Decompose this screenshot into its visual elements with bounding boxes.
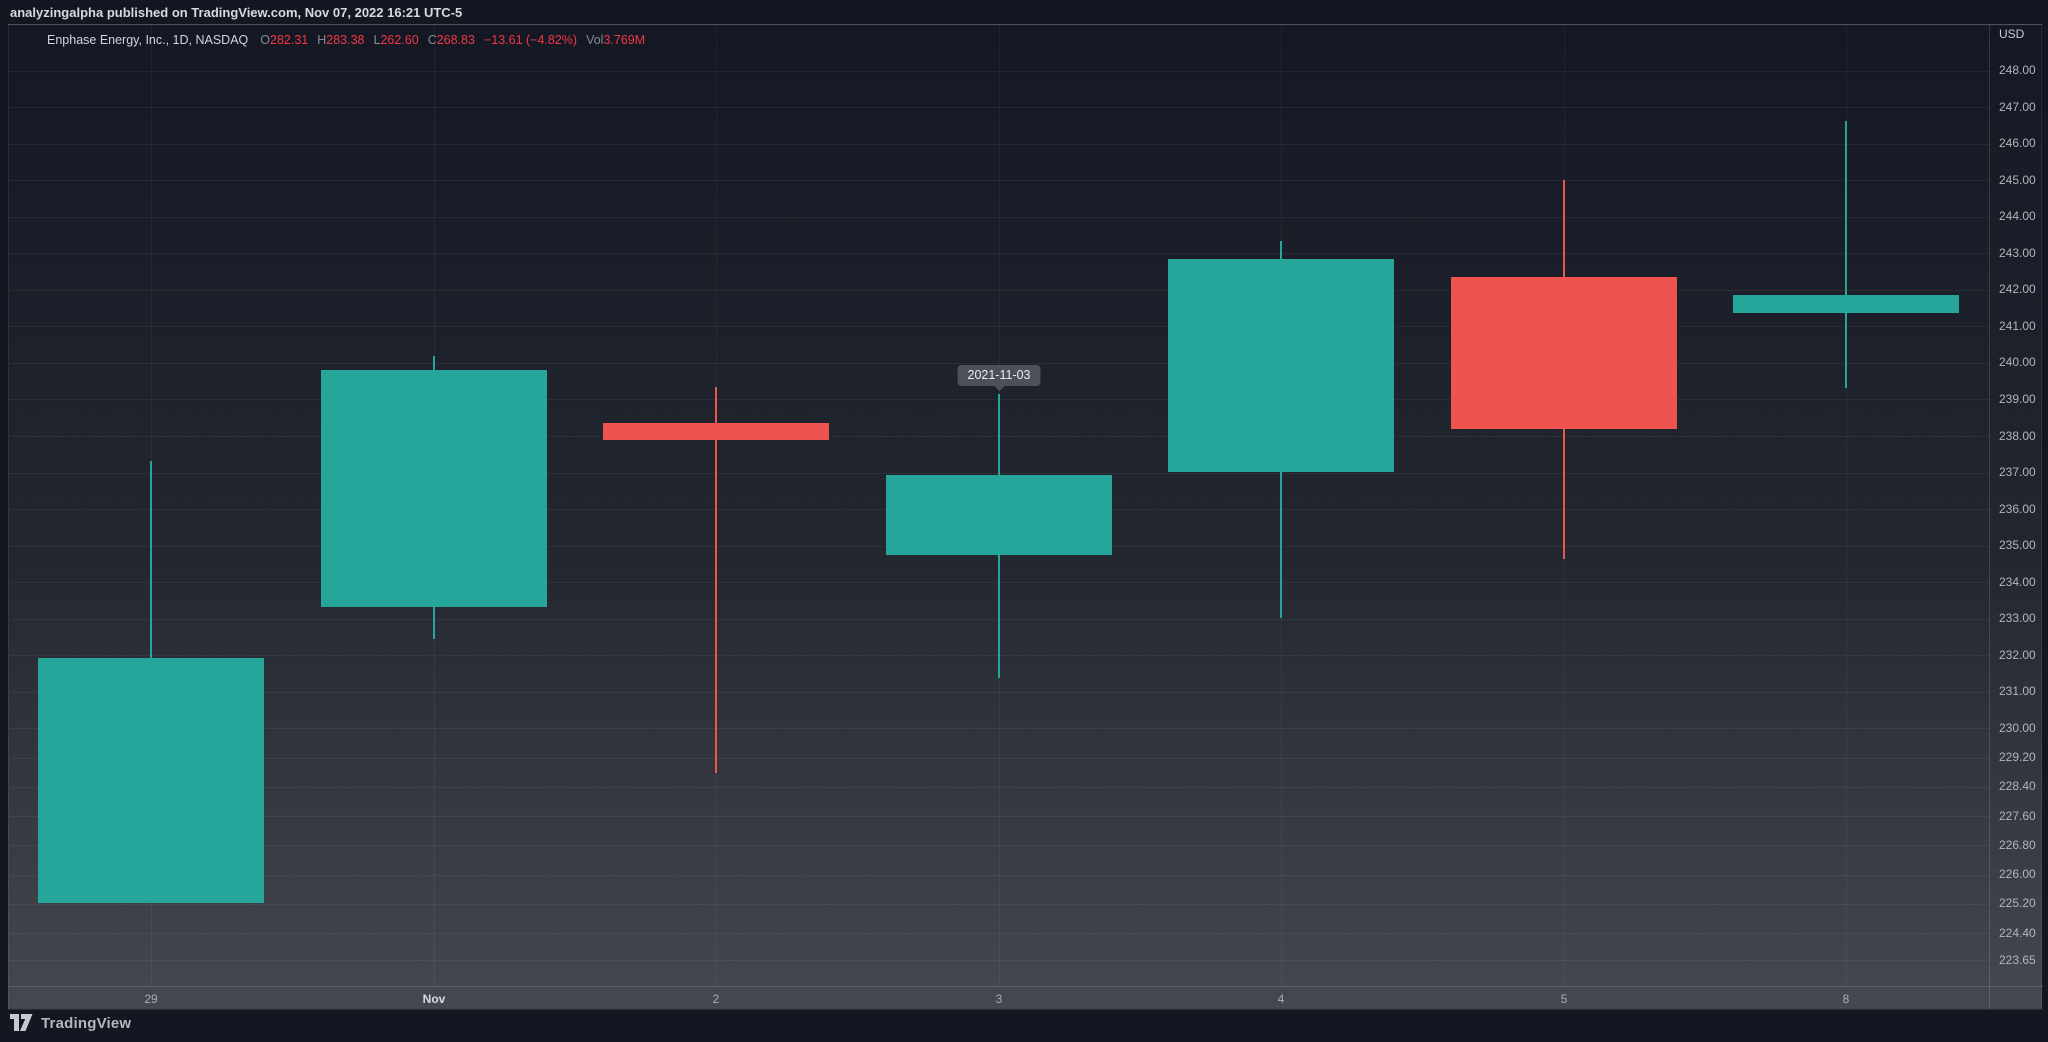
h-gridline (9, 960, 1989, 961)
h-gridline (9, 144, 1989, 145)
price-tick-label: 228.40 (1999, 779, 2036, 793)
price-tick-label: 239.00 (1999, 392, 2036, 406)
h-gridline (9, 845, 1989, 846)
ohlc-value: 283.38 (326, 32, 365, 47)
ohlc-letter: C (427, 32, 437, 47)
tradingview-brand-text: TradingView (41, 1014, 132, 1032)
attribution-text: published on TradingView.com, Nov 07, 20… (103, 5, 463, 20)
candle-body-2021-11-02[interactable] (603, 423, 829, 440)
candle-wick[interactable] (1845, 121, 1847, 388)
price-tick-label: 243.00 (1999, 246, 2036, 260)
h-gridline (9, 758, 1989, 759)
price-axis[interactable]: USD 248.00 247.00 246.00 245.00 244.00 243.00… (1989, 25, 2043, 1009)
time-tick-label: 2 (712, 992, 720, 1006)
tradingview-logo-icon (10, 1014, 33, 1031)
attribution-username: analyzingalpha (10, 5, 104, 20)
time-tick-label: 5 (1560, 992, 1568, 1006)
price-tick-label: 229.20 (1999, 750, 2036, 764)
change-value: −13.61 (−4.82%) (483, 32, 578, 47)
h-gridline (9, 904, 1989, 905)
volume-label: Vol (586, 32, 604, 47)
date-tooltip-text: 2021-11-03 (967, 368, 1031, 382)
price-tick-label: 227.60 (1999, 809, 2036, 823)
v-gridline (1564, 25, 1565, 986)
ohlc-H: H283.38 (317, 33, 364, 47)
candle-body-2021-11-03[interactable] (886, 475, 1112, 555)
price-tick-label: 240.00 (1999, 355, 2036, 369)
price-tick-label: 244.00 (1999, 209, 2036, 223)
candle-body-2021-11-01[interactable] (321, 370, 547, 607)
price-tick-label: 236.00 (1999, 502, 2036, 516)
candle-body-2021-11-05[interactable] (1451, 277, 1677, 429)
volume-group: Vol3.769M (586, 33, 645, 47)
ohlc-C: C268.83 (428, 33, 475, 47)
time-tick-label: 29 (144, 992, 158, 1006)
price-tick-label: 242.00 (1999, 282, 2036, 296)
price-tick-label: 226.80 (1999, 838, 2036, 852)
price-tick-label: 246.00 (1999, 136, 2036, 150)
price-tick-label: 235.00 (1999, 538, 2036, 552)
h-gridline (9, 816, 1989, 817)
ohlc-value: 262.60 (380, 32, 419, 47)
ohlc-value: 282.31 (270, 32, 309, 47)
h-gridline (9, 326, 1989, 327)
h-gridline (9, 180, 1989, 181)
time-tick-label: 4 (1277, 992, 1285, 1006)
h-gridline (9, 363, 1989, 364)
ohlc-value: 268.83 (436, 32, 475, 47)
h-gridline (9, 875, 1989, 876)
price-tick-label: 231.00 (1999, 684, 2036, 698)
h-gridline (9, 107, 1989, 108)
ohlc-L: L262.60 (374, 33, 419, 47)
price-tick-label: 234.00 (1999, 575, 2036, 589)
price-tick-label: 237.00 (1999, 465, 2036, 479)
h-gridline (9, 217, 1989, 218)
h-gridline (9, 933, 1989, 934)
candle-body-2021-10-29[interactable] (38, 658, 264, 903)
price-tick-label: 241.00 (1999, 319, 2036, 333)
price-tick-label: 245.00 (1999, 173, 2036, 187)
ohlc-letter: O (260, 32, 270, 47)
h-gridline (9, 290, 1989, 291)
h-gridline (9, 728, 1989, 729)
price-tick-label: 238.00 (1999, 429, 2036, 443)
attribution: analyzingalpha published on TradingView.… (10, 3, 462, 23)
price-tick-label: 230.00 (1999, 721, 2036, 735)
currency-label: USD (1999, 27, 2025, 41)
time-tick-label: Nov (422, 992, 446, 1006)
price-tick-label: 223.65 (1999, 953, 2036, 967)
ohlc-letter: L (373, 32, 381, 47)
v-gridline (1846, 25, 1847, 986)
candle-body-2021-11-04[interactable] (1168, 259, 1394, 472)
volume-value: 3.769M (603, 32, 646, 47)
price-tick-label: 224.40 (1999, 926, 2036, 940)
price-tick-label: 247.00 (1999, 100, 2036, 114)
time-axis[interactable]: 29 Nov 2 3 4 5 8 (9, 986, 2043, 1011)
price-tick-label: 226.00 (1999, 867, 2036, 881)
chart-widget: Enphase Energy, Inc., 1D, NASDAQ O282.31… (8, 24, 2043, 1011)
h-gridline (9, 71, 1989, 72)
h-gridline (9, 253, 1989, 254)
date-tooltip: 2021-11-03 (957, 365, 1041, 391)
price-tick-label: 225.20 (1999, 896, 2036, 910)
h-gridline (9, 787, 1989, 788)
price-tick-label: 232.00 (1999, 648, 2036, 662)
time-tick-label: 3 (995, 992, 1003, 1006)
price-tick-label: 248.00 (1999, 63, 2036, 77)
price-tick-label: 233.00 (1999, 611, 2036, 625)
symbol-legend: Enphase Energy, Inc., 1D, NASDAQ O282.31… (47, 31, 654, 48)
symbol-title: Enphase Energy, Inc., 1D, NASDAQ (47, 32, 249, 47)
candle-wick[interactable] (715, 387, 717, 773)
candle-body-2021-11-08[interactable] (1733, 295, 1959, 313)
h-gridline (9, 692, 1989, 693)
time-tick-label: 8 (1842, 992, 1850, 1006)
ohlc-O: O282.31 (260, 33, 308, 47)
tradingview-footer[interactable]: TradingView (10, 1014, 131, 1032)
ohlc-letter: H (317, 32, 327, 47)
chart-pane[interactable]: Enphase Energy, Inc., 1D, NASDAQ O282.31… (9, 25, 1989, 986)
ohlc-values: O282.31 H283.38 L262.60 C268.83 (260, 33, 484, 47)
